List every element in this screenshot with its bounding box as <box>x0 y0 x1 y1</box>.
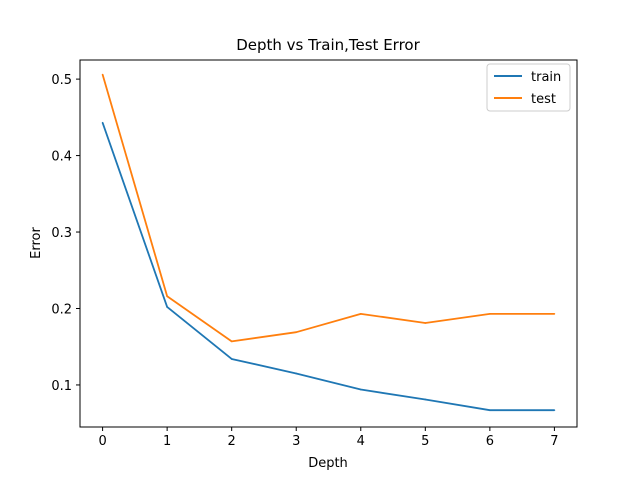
series-train-point <box>553 409 556 411</box>
x-tick-label: 7 <box>550 434 558 449</box>
series-layer <box>101 73 556 412</box>
x-tick-label: 3 <box>292 434 300 449</box>
series-test-line <box>101 74 555 343</box>
series-train-point <box>424 398 427 401</box>
series-test-point <box>295 331 298 333</box>
series-test-point <box>230 340 233 343</box>
chart-title: Depth vs Train,Test Error <box>236 36 420 54</box>
x-tick-label: 6 <box>486 434 494 449</box>
y-tick-label: 0.2 <box>51 302 72 317</box>
y-axis-label: Error <box>29 227 44 259</box>
x-axis-ticks: 0 1 2 3 4 5 6 7 <box>98 427 559 449</box>
series-train-point <box>359 388 362 391</box>
series-train-point <box>101 121 104 124</box>
legend: train test <box>486 63 571 112</box>
series-test-point <box>359 313 362 315</box>
x-axis-label: Depth <box>308 456 348 471</box>
plot-frame <box>79 59 578 428</box>
legend-train-label: train <box>531 70 561 85</box>
legend-test-label: test <box>531 92 556 107</box>
x-tick-label: 0 <box>98 434 106 449</box>
y-tick-label: 0.3 <box>51 226 72 241</box>
series-train-point <box>489 409 491 411</box>
series-train-point <box>166 306 168 308</box>
series-test-point <box>489 313 491 315</box>
y-tick-label: 0.1 <box>51 379 72 394</box>
x-tick-label: 1 <box>163 434 171 449</box>
y-tick-label: 0.4 <box>51 150 72 165</box>
y-axis-ticks: 0.1 0.2 0.3 0.4 0.5 <box>51 73 80 394</box>
series-test-point <box>553 313 556 315</box>
x-tick-label: 5 <box>421 434 429 449</box>
x-tick-label: 4 <box>357 434 365 449</box>
series-train-point <box>230 358 233 360</box>
series-test-point <box>101 73 104 76</box>
series-train-point <box>295 372 298 375</box>
series-test-point <box>166 295 168 298</box>
series-train-line <box>101 122 555 412</box>
y-tick-label: 0.5 <box>51 73 72 88</box>
series-test-point <box>424 322 427 324</box>
x-tick-label: 2 <box>228 434 236 449</box>
